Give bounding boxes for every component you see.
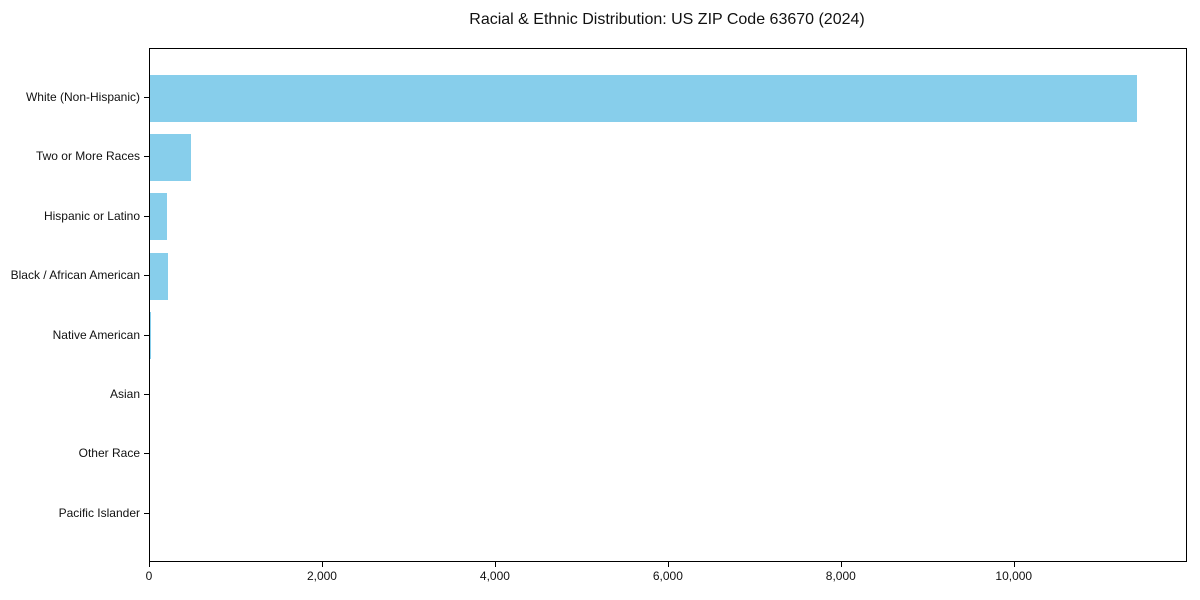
plot-area — [149, 48, 1187, 562]
y-tick-mark — [144, 215, 149, 217]
y-tick-mark — [144, 97, 149, 98]
bar-white-non-hispanic — [150, 74, 1137, 122]
bar-native-american — [150, 312, 152, 360]
x-tick-mark — [840, 562, 842, 567]
y-tick-mark — [144, 453, 149, 455]
y-tick-mark — [144, 156, 149, 158]
y-tick-mark — [144, 334, 149, 336]
y-tick-mark — [144, 275, 149, 277]
bar-two-or-more-races — [150, 133, 192, 181]
y-tick-label-white-non-hispanic: White (Non-Hispanic) — [25, 90, 140, 104]
y-tick-label-native-american: Native American — [52, 327, 140, 342]
y-tick-label-other-race: Other Race — [78, 446, 140, 461]
y-tick-label-pacific-islander: Pacific Islander — [58, 505, 140, 520]
bar-hispanic-or-latino — [150, 193, 167, 241]
y-tick-label-hispanic-or-latino: Hispanic or Latino — [43, 208, 140, 223]
x-tick-label-0: 0 — [145, 569, 153, 583]
y-tick-label-asian: Asian — [109, 387, 140, 401]
x-tick-label-6-000: 6,000 — [652, 569, 683, 583]
y-tick-mark — [144, 512, 149, 514]
y-tick-label-black-african-american: Black / African American — [10, 268, 140, 283]
x-tick-label-10-000: 10,000 — [995, 569, 1033, 583]
x-tick-mark — [1013, 562, 1015, 567]
x-tick-label-4-000: 4,000 — [479, 569, 510, 583]
x-tick-mark — [667, 562, 669, 567]
x-tick-mark — [321, 562, 323, 567]
x-tick-mark — [149, 562, 150, 567]
y-tick-mark — [144, 394, 149, 395]
y-tick-label-two-or-more-races: Two or More Races — [35, 149, 140, 164]
bar-black-african-american — [150, 252, 168, 300]
x-tick-mark — [494, 562, 496, 567]
chart-title: Racial & Ethnic Distribution: US ZIP Cod… — [469, 11, 865, 28]
x-tick-label-2-000: 2,000 — [306, 569, 337, 583]
x-tick-label-8-000: 8,000 — [825, 569, 856, 583]
